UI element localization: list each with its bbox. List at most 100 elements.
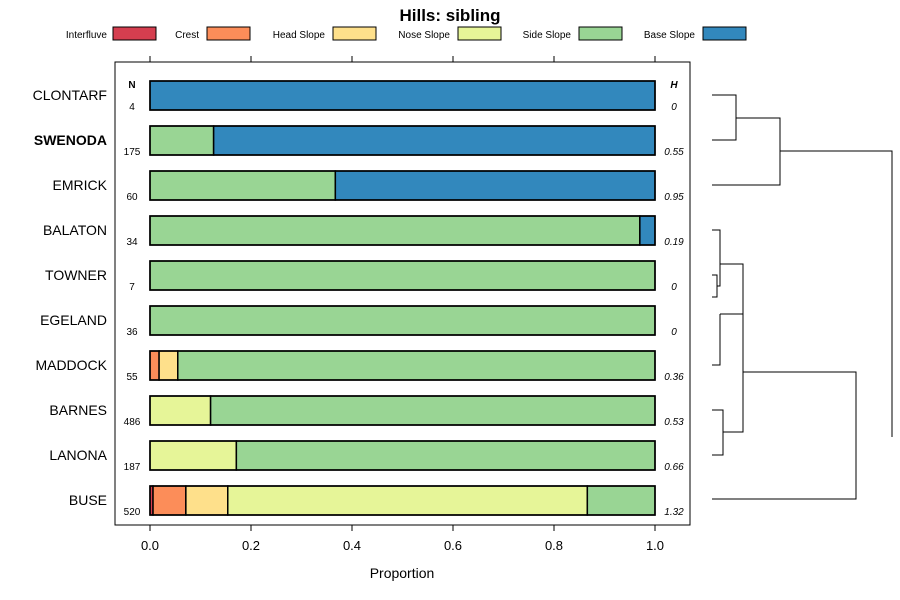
dendrogram-branch — [712, 409, 724, 432]
legend-label: Base Slope — [644, 30, 696, 41]
dendrogram-branch — [736, 117, 781, 151]
bar-segment — [149, 305, 656, 336]
row-name: LANONA — [49, 447, 107, 463]
chart-title: Hills: sibling — [399, 6, 500, 25]
bar-segment — [158, 350, 179, 381]
n-header: N — [128, 80, 135, 91]
bar-segment — [149, 395, 212, 426]
row-n-value: 60 — [126, 192, 138, 203]
x-tick-label: 0.4 — [343, 538, 361, 553]
h-header: H — [670, 80, 678, 91]
dendrogram — [712, 94, 893, 500]
bar-segment — [212, 125, 656, 156]
row-h-value: 0 — [671, 102, 677, 113]
legend-swatch — [332, 26, 377, 41]
row-h-value: 0.66 — [664, 462, 684, 473]
bar-outline — [149, 350, 656, 381]
legend-swatch — [457, 26, 502, 41]
bar-outline — [149, 485, 656, 516]
x-tick-label: 1.0 — [646, 538, 664, 553]
plot-frame — [114, 61, 691, 526]
x-axis-title: Proportion — [370, 565, 435, 581]
row-h-value: 0 — [671, 282, 677, 293]
dendrogram-branch — [712, 151, 781, 186]
dendrogram-branch — [712, 437, 857, 500]
legend-label: Nose Slope — [398, 30, 450, 41]
bar-segment — [152, 485, 187, 516]
legend-label: Side Slope — [523, 30, 572, 41]
row-h-value: 0.36 — [664, 372, 684, 383]
row-name: BALATON — [43, 222, 107, 238]
row-n-value: 7 — [129, 282, 135, 293]
bar-segment — [149, 125, 215, 156]
row-n-value: 486 — [124, 417, 141, 428]
dendrogram-branch — [712, 314, 721, 366]
row-n-value: 55 — [126, 372, 138, 383]
bar-segment — [177, 350, 656, 381]
dendrogram-branch — [720, 313, 744, 372]
row-h-value: 0.19 — [664, 237, 684, 248]
legend-swatch — [112, 26, 157, 41]
bar-segment — [149, 80, 656, 111]
row-name: SWENODA — [34, 132, 107, 148]
bar-outline — [149, 215, 656, 246]
row-n-value: 4 — [129, 102, 135, 113]
row-name: TOWNER — [45, 267, 107, 283]
x-tick-label: 0.6 — [444, 538, 462, 553]
bar-outline — [149, 80, 656, 111]
bars — [149, 80, 656, 516]
bar-outline — [149, 440, 656, 471]
bar-segment — [149, 215, 641, 246]
dendrogram-branch — [717, 264, 721, 287]
row-name: BUSE — [69, 492, 107, 508]
bar-segment — [149, 260, 656, 291]
bar-segment — [149, 440, 238, 471]
x-tick-label: 0.0 — [141, 538, 159, 553]
dendrogram-branch — [743, 371, 857, 437]
legend: Interfluve Crest Head Slope Nose Slope Side … — [66, 26, 747, 41]
x-tick-label: 0.8 — [545, 538, 563, 553]
row-n-value: 36 — [126, 327, 138, 338]
row-h-value: 0 — [671, 327, 677, 338]
dendrogram-branch — [712, 118, 737, 141]
row-h-value: 0.53 — [664, 417, 684, 428]
bar-segment — [334, 170, 656, 201]
bar-segment — [586, 485, 656, 516]
bar-segment — [185, 485, 229, 516]
dendrogram-branch — [712, 274, 718, 286]
dendrogram-branch — [723, 372, 744, 433]
dendrogram-branch — [720, 263, 744, 314]
row-name: BARNES — [49, 402, 107, 418]
legend-label: Interfluve — [66, 30, 108, 41]
row-h-value: 0.55 — [664, 147, 684, 158]
legend-swatch — [206, 26, 251, 41]
dendrogram-branch — [780, 150, 893, 437]
row-n-value: 34 — [126, 237, 138, 248]
legend-swatch — [702, 26, 747, 41]
dendrogram-branch — [712, 229, 721, 264]
dendrogram-branch — [712, 432, 724, 456]
legend-swatch — [578, 26, 623, 41]
bar-segment — [227, 485, 589, 516]
dendrogram-branch — [712, 94, 737, 118]
row-n-value: 175 — [124, 147, 141, 158]
row-h-value: 0.95 — [664, 192, 684, 203]
bar-outline — [149, 170, 656, 201]
bar-outline — [149, 125, 656, 156]
row-n-value: 187 — [124, 462, 141, 473]
row-h-value: 1.32 — [664, 507, 684, 518]
legend-label: Crest — [175, 30, 199, 41]
bar-segment — [149, 170, 337, 201]
row-name: EMRICK — [53, 177, 108, 193]
row-name: CLONTARF — [33, 87, 107, 103]
bar-segment — [209, 395, 656, 426]
legend-label: Head Slope — [273, 30, 326, 41]
bar-segment — [639, 215, 656, 246]
row-n-value: 520 — [124, 507, 141, 518]
x-tick-label: 0.2 — [242, 538, 260, 553]
row-labels: CLONTARF 4 0 SWENODA 175 0.55 EMRICK 60 0.95 BALA… — [33, 87, 685, 518]
bar-segment — [235, 440, 656, 471]
bar-segment — [149, 350, 160, 381]
dendrogram-branch — [712, 286, 718, 298]
